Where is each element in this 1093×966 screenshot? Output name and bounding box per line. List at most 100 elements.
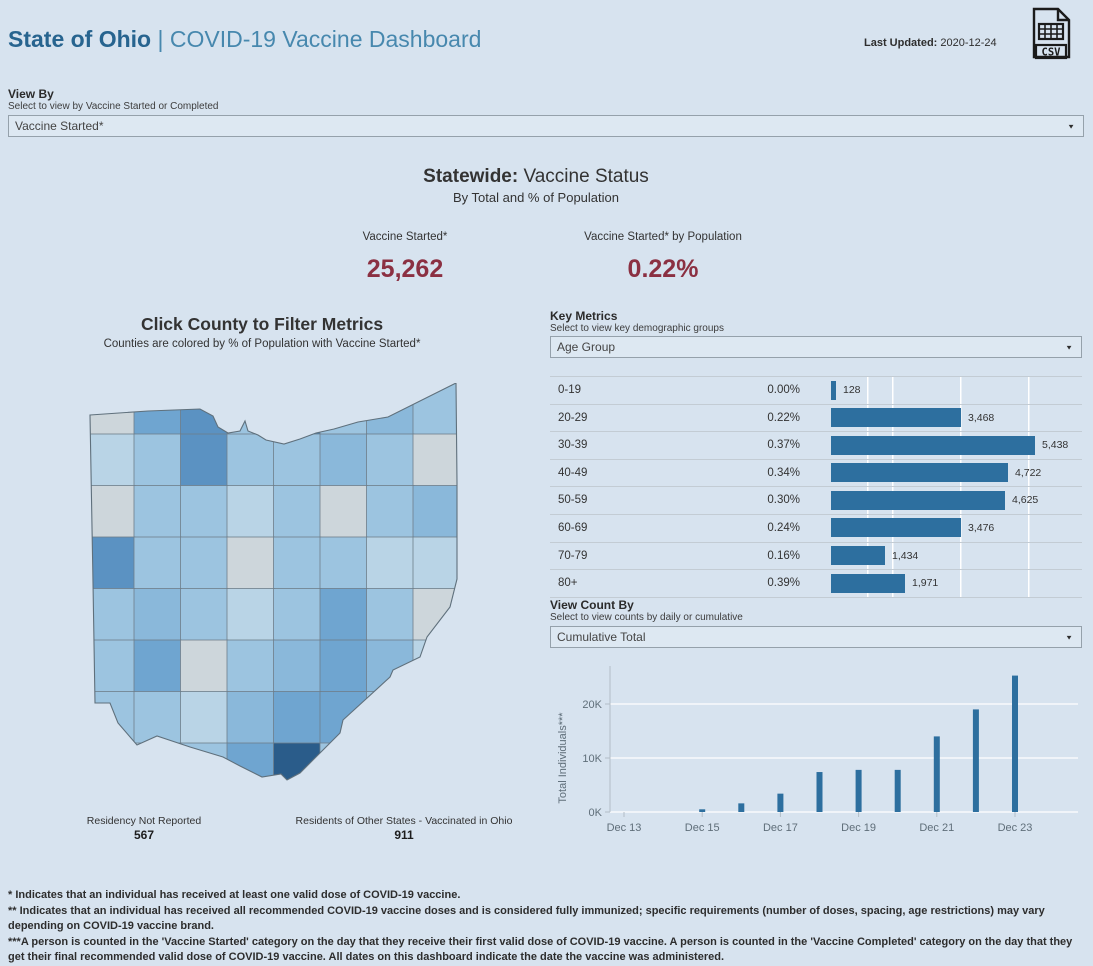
ohio-county-map[interactable] [88, 383, 460, 795]
county-1-1[interactable] [133, 433, 182, 487]
county-4-0[interactable] [88, 588, 136, 642]
age-row-0-19[interactable]: 0-19 0.00% 128 [550, 376, 1082, 404]
timeline-bar-Dec-15[interactable] [699, 809, 706, 812]
age-row-50-59[interactable]: 50-59 0.30% 4,625 [550, 486, 1082, 514]
county-1-7[interactable] [412, 433, 460, 487]
county-2-2[interactable] [180, 485, 229, 539]
county-0-3[interactable] [226, 383, 275, 436]
timeline-bar-Dec-19[interactable] [855, 769, 862, 812]
county-4-3[interactable] [226, 588, 275, 642]
county-4-1[interactable] [133, 588, 182, 642]
metric-label: Vaccine Started* [362, 231, 448, 243]
county-3-7[interactable] [412, 536, 460, 590]
age-row-70-79[interactable]: 70-79 0.16% 1,434 [550, 541, 1082, 570]
county-2-4[interactable] [273, 485, 322, 539]
county-0-7[interactable] [412, 383, 460, 436]
key-metrics-dropdown[interactable]: Age Group ▼ [550, 336, 1082, 358]
key-metrics-subtitle: Select to view key demographic groups [550, 323, 724, 334]
county-5-6[interactable] [366, 639, 415, 693]
county-6-5[interactable] [319, 691, 368, 745]
age-group-bar[interactable] [831, 463, 1008, 483]
county-2-7[interactable] [412, 485, 460, 539]
caption-label: Residents of Other States - Vaccinated i… [295, 815, 513, 827]
county-6-7[interactable] [412, 691, 460, 745]
county-7-0[interactable] [88, 742, 136, 795]
county-7-1[interactable] [133, 742, 182, 795]
county-2-1[interactable] [133, 485, 182, 539]
age-row-30-39[interactable]: 30-39 0.37% 5,438 [550, 431, 1082, 459]
county-1-5[interactable] [319, 433, 368, 487]
county-6-4[interactable] [273, 691, 322, 745]
county-7-6[interactable] [366, 742, 415, 795]
chevron-down-icon: ▼ [1065, 343, 1073, 351]
county-6-3[interactable] [226, 691, 275, 745]
timeline-bar-Dec-21[interactable] [933, 736, 940, 812]
county-3-6[interactable] [366, 536, 415, 590]
view-by-dropdown[interactable]: Vaccine Started* ▼ [8, 115, 1084, 137]
county-0-1[interactable] [133, 383, 182, 436]
age-group-bar[interactable] [831, 435, 1035, 455]
view-count-by-dropdown[interactable]: Cumulative Total ▼ [550, 626, 1082, 648]
age-group-bar[interactable] [831, 546, 885, 566]
county-4-6[interactable] [366, 588, 415, 642]
county-1-3[interactable] [226, 433, 275, 487]
age-group-percent: 0.00% [767, 384, 800, 396]
footnote-2: ** Indicates that an individual has rece… [8, 904, 1045, 933]
age-group-bar[interactable] [831, 490, 1005, 510]
age-group-bar[interactable] [831, 518, 961, 538]
county-7-5[interactable] [319, 742, 368, 795]
county-1-2[interactable] [180, 433, 229, 487]
county-3-1[interactable] [133, 536, 182, 590]
county-3-0[interactable] [88, 536, 136, 590]
county-0-6[interactable] [366, 383, 415, 436]
county-5-4[interactable] [273, 639, 322, 693]
county-7-7[interactable] [412, 742, 460, 795]
age-row-40-49[interactable]: 40-49 0.34% 4,722 [550, 458, 1082, 487]
county-4-2[interactable] [180, 588, 229, 642]
metric-value: 25,262 [366, 255, 444, 283]
county-5-1[interactable] [133, 639, 182, 693]
age-group-bar[interactable] [831, 380, 836, 400]
county-5-0[interactable] [88, 639, 136, 693]
timeline-bar-Dec-20[interactable] [894, 769, 901, 812]
county-4-5[interactable] [319, 588, 368, 642]
statewide-heading-bold: Statewide: [423, 166, 519, 187]
age-row-20-29[interactable]: 20-29 0.22% 3,468 [550, 403, 1082, 432]
county-3-4[interactable] [273, 536, 322, 590]
county-2-3[interactable] [226, 485, 275, 539]
county-0-4[interactable] [273, 383, 322, 436]
county-1-4[interactable] [273, 433, 322, 487]
y-tick-label: 10K [582, 753, 602, 765]
age-row-60-69[interactable]: 60-69 0.24% 3,476 [550, 513, 1082, 542]
county-1-6[interactable] [366, 433, 415, 487]
csv-download-button[interactable]: CSV [1030, 7, 1072, 63]
county-0-0[interactable] [88, 383, 136, 436]
county-5-3[interactable] [226, 639, 275, 693]
county-2-5[interactable] [319, 485, 368, 539]
county-4-4[interactable] [273, 588, 322, 642]
chevron-down-icon: ▼ [1067, 122, 1075, 130]
county-1-0[interactable] [88, 433, 136, 487]
county-6-6[interactable] [366, 691, 415, 745]
county-3-2[interactable] [180, 536, 229, 590]
age-group-bar[interactable] [831, 408, 961, 428]
timeline-bar-Dec-23[interactable] [1012, 675, 1018, 812]
county-5-7[interactable] [412, 639, 460, 693]
county-5-5[interactable] [319, 639, 368, 693]
county-7-4[interactable] [273, 742, 322, 795]
county-6-2[interactable] [180, 691, 229, 745]
timeline-bar-Dec-18[interactable] [816, 772, 823, 812]
county-3-3[interactable] [226, 536, 275, 590]
timeline-bar-Dec-22[interactable] [972, 709, 979, 812]
county-5-2[interactable] [180, 639, 229, 693]
county-2-0[interactable] [88, 485, 136, 539]
county-7-3[interactable] [226, 742, 275, 795]
county-3-5[interactable] [319, 536, 368, 590]
timeline-bar-Dec-16[interactable] [738, 803, 745, 812]
age-group-bar[interactable] [831, 573, 905, 593]
timeline-bar-Dec-17[interactable] [777, 793, 784, 812]
age-row-80+[interactable]: 80+ 0.39% 1,971 [550, 569, 1082, 598]
county-0-5[interactable] [319, 383, 368, 436]
county-6-1[interactable] [133, 691, 182, 745]
county-2-6[interactable] [366, 485, 415, 539]
